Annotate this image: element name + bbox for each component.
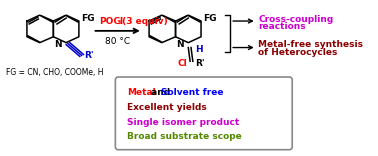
Text: N: N [176,40,184,49]
Text: Cl: Cl [177,59,187,68]
Text: of Heterocycles: of Heterocycles [259,48,338,57]
Text: FG: FG [81,14,94,23]
Text: Excellent yields: Excellent yields [127,103,207,112]
Text: Single isomer product: Single isomer product [127,118,239,127]
Text: R': R' [195,59,205,68]
Text: Solvent free: Solvent free [161,88,223,97]
Text: H: H [195,45,202,54]
Text: 3: 3 [116,20,121,25]
Text: FG: FG [203,14,216,23]
Text: FG = CN, CHO, COOMe, H: FG = CN, CHO, COOMe, H [6,68,104,77]
Text: R': R' [84,51,94,60]
Text: N: N [54,40,62,49]
Text: Metal-free synthesis: Metal-free synthesis [259,40,364,49]
Text: Metal: Metal [127,88,156,97]
Text: (3 equiv): (3 equiv) [119,17,168,26]
Text: Cross-coupling: Cross-coupling [259,15,334,24]
Text: Broad substrate scope: Broad substrate scope [127,132,242,141]
Text: 80 °C: 80 °C [105,37,130,46]
Text: reactions: reactions [259,22,306,31]
FancyBboxPatch shape [115,77,292,150]
Text: POCl: POCl [99,17,123,26]
Text: and: and [148,88,174,97]
